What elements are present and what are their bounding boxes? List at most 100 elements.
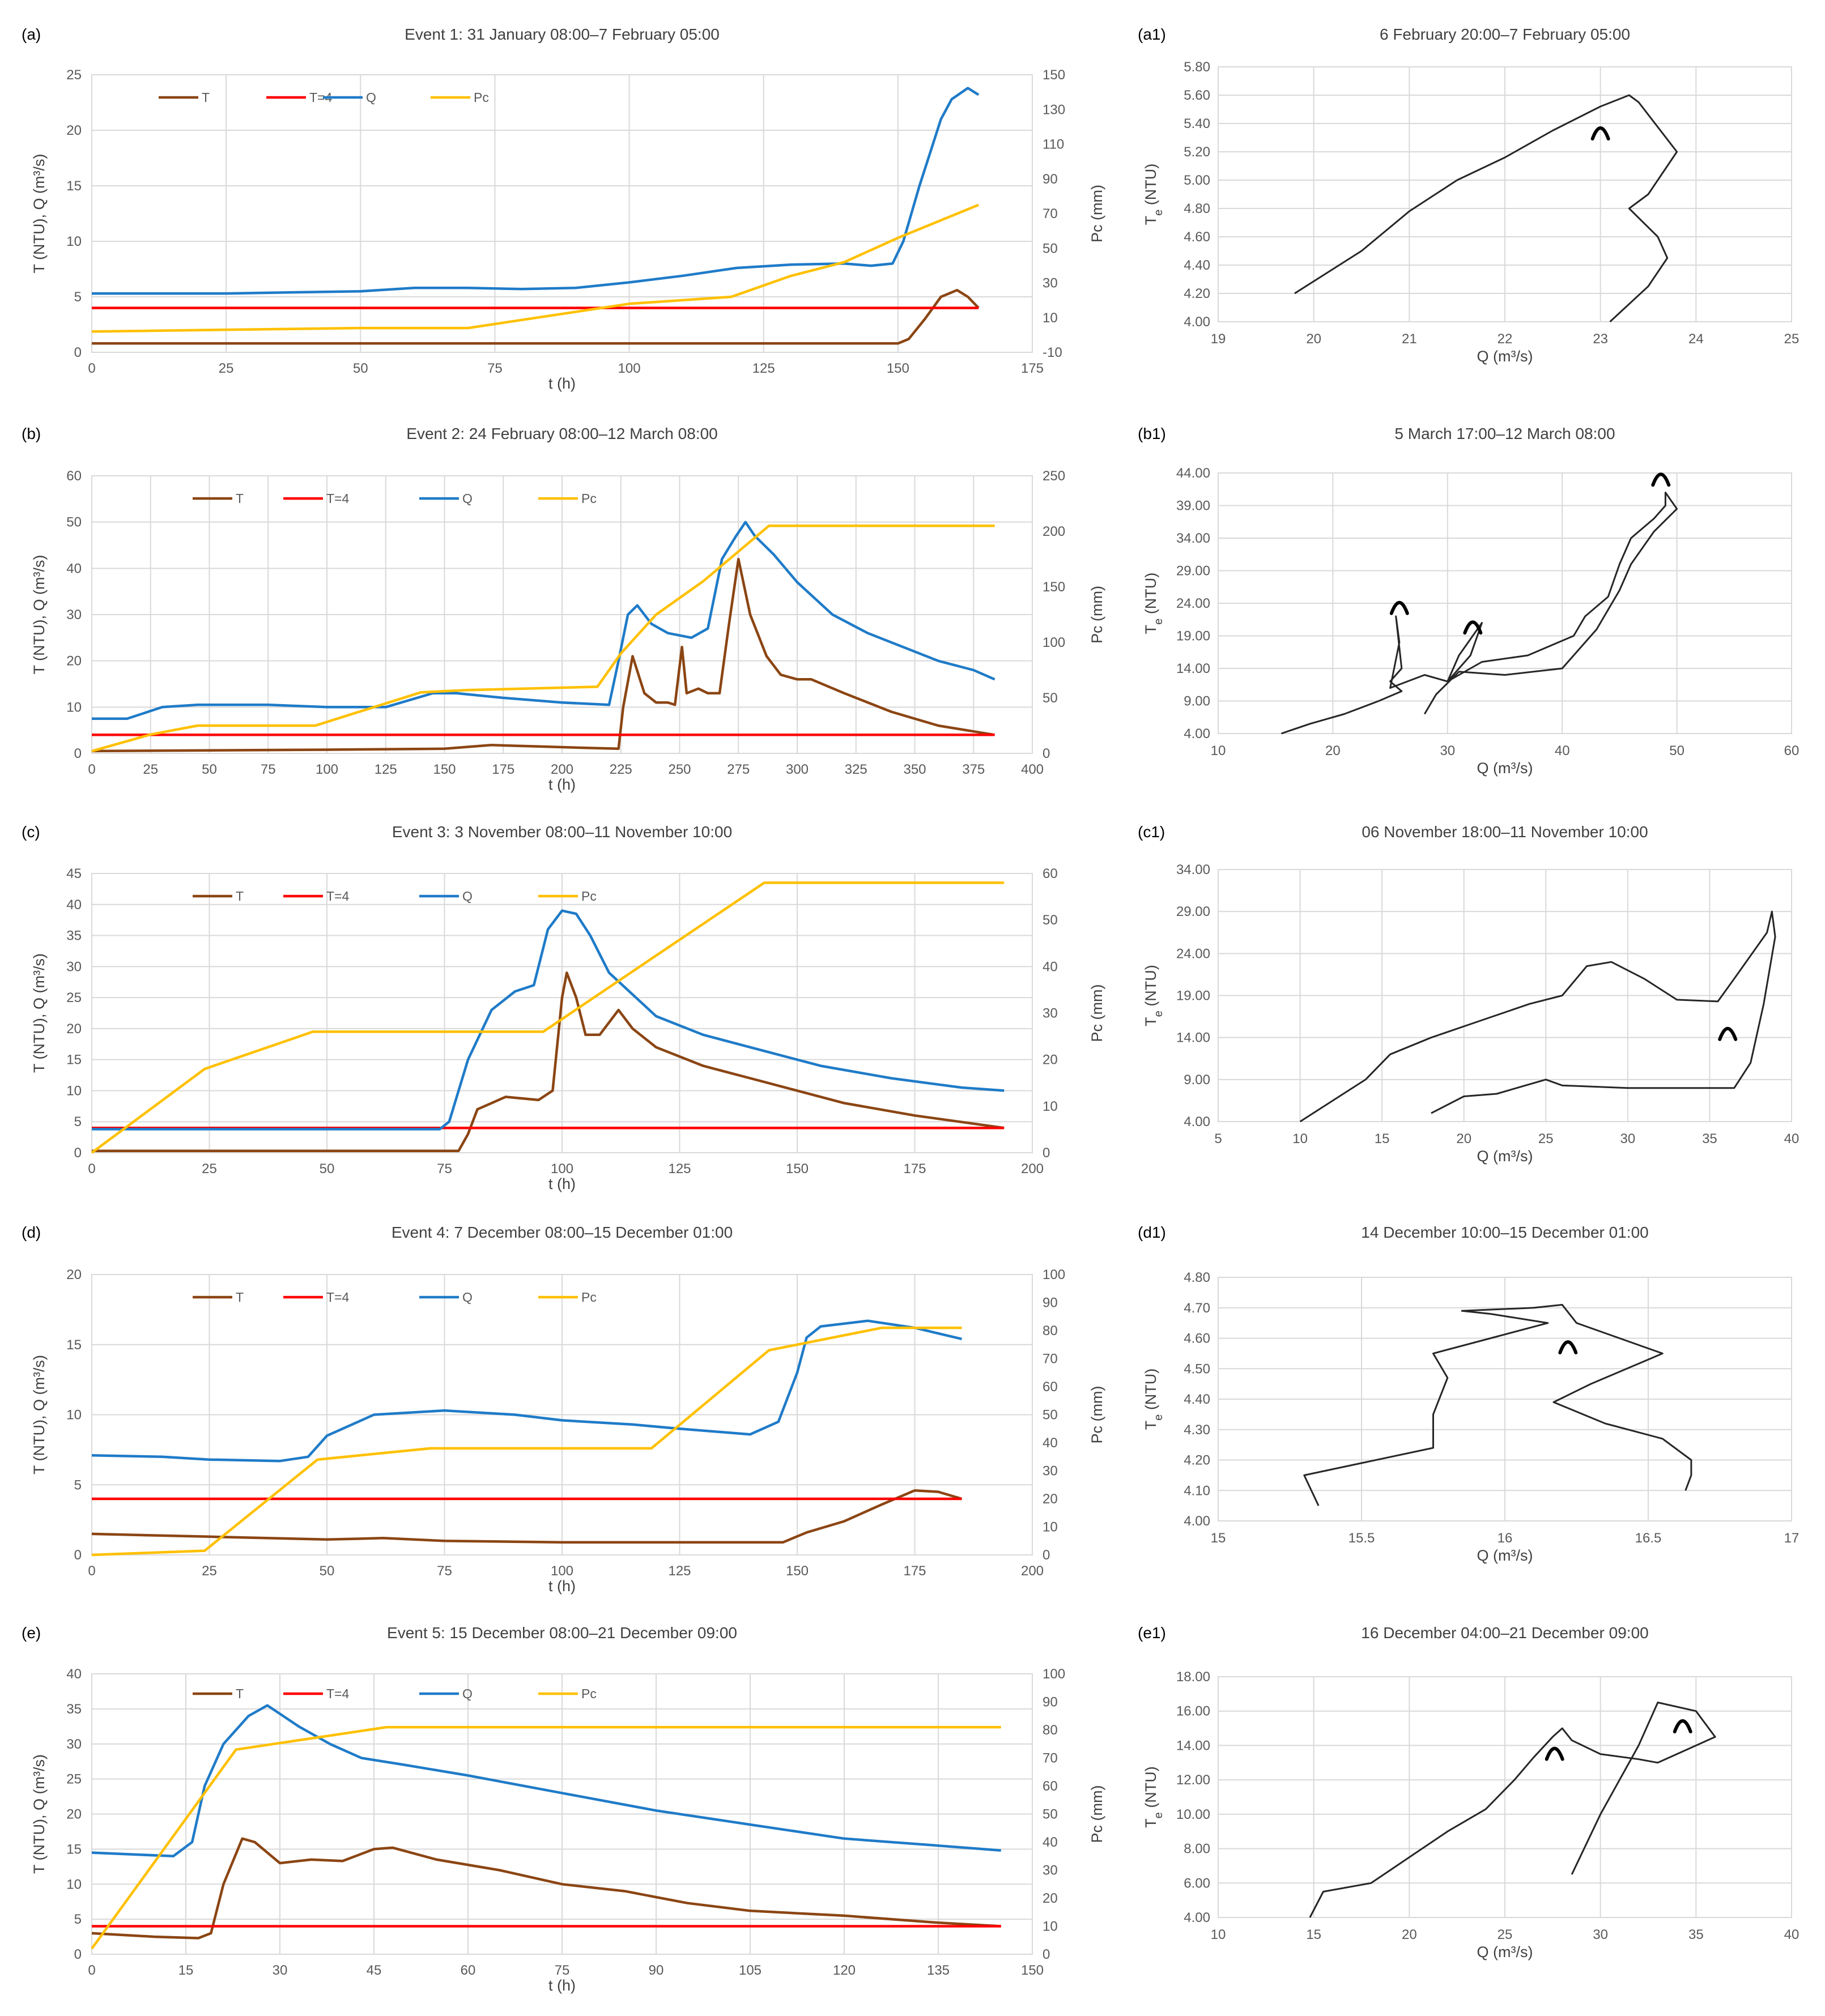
x-tick-label: 40 <box>1784 1927 1800 1942</box>
x-tick-label: 15 <box>1211 1531 1226 1546</box>
hysteresis-loop <box>1294 94 1678 323</box>
x-tick-label: 24 <box>1688 331 1704 347</box>
y-tick-label: 20 <box>66 123 82 138</box>
x-tick-label: 125 <box>668 1563 691 1579</box>
y-tick-label: 20 <box>66 654 82 669</box>
x-axis-label: Q (m³/s) <box>1477 1943 1533 1960</box>
x-tick-label: 15 <box>1375 1131 1390 1146</box>
y-tick-label: 10 <box>66 1408 82 1423</box>
x-tick-label: 0 <box>88 1563 95 1579</box>
y2-tick-label: 60 <box>1043 866 1058 881</box>
legend-label: Q <box>462 491 473 506</box>
x-tick-label: 125 <box>375 762 397 777</box>
y-axis-label: Te (NTU) <box>1142 1766 1165 1828</box>
y2-tick-label: 10 <box>1043 1520 1058 1535</box>
legend-label: T <box>236 1290 244 1305</box>
y-tick-label: 5.20 <box>1184 144 1210 160</box>
panel-label: (d) <box>22 1224 41 1241</box>
x-tick-label: 23 <box>1593 331 1608 347</box>
y2-tick-label: 110 <box>1043 137 1064 152</box>
panel-label: (b) <box>22 425 41 442</box>
series-line-pc <box>91 203 979 333</box>
y-axis-label-main: T <box>1142 216 1159 225</box>
y-axis-label: Te (NTU) <box>1142 573 1165 634</box>
x-tick-label: 75 <box>261 762 276 777</box>
y-tick-label: 30 <box>66 1737 82 1752</box>
y2-tick-label: 80 <box>1043 1323 1058 1339</box>
y-tick-label: 20 <box>66 1021 82 1037</box>
y-tick-label: 4.00 <box>1184 1114 1210 1130</box>
x-tick-label: 40 <box>1555 743 1570 758</box>
y-tick-label: 4.50 <box>1184 1361 1210 1376</box>
chart-d1: (d1) 14 December 10:00–15 December 01:00 1… <box>1138 1224 1799 1564</box>
x-tick-label: 0 <box>88 762 95 777</box>
x-tick-label: 35 <box>1688 1927 1704 1942</box>
x-axis-label: t (h) <box>548 1578 576 1595</box>
x-tick-label: 15 <box>1306 1927 1321 1942</box>
hysteresis-direction-arrow <box>1673 1719 1692 1733</box>
y2-tick-label: 0 <box>1043 1145 1050 1161</box>
chart-title: Event 2: 24 February 08:00–12 March 08:0… <box>406 425 717 442</box>
y-tick-label: 12.00 <box>1176 1772 1210 1788</box>
x-tick-label: 16 <box>1498 1531 1513 1546</box>
y2-tick-label: 30 <box>1043 1464 1058 1479</box>
hysteresis-direction-arrow <box>1463 620 1483 635</box>
y-tick-label: 4.20 <box>1184 286 1210 301</box>
plot-frame <box>1218 66 1792 322</box>
y2-axis-label: Pc (mm) <box>1088 586 1105 643</box>
legend-label: Q <box>462 889 473 903</box>
x-tick-label: 50 <box>1669 743 1684 758</box>
x-tick-label: 150 <box>433 762 456 777</box>
panel-label: (e1) <box>1138 1624 1166 1642</box>
series-line-pc <box>91 1326 962 1557</box>
y-tick-label: 0 <box>74 1145 82 1161</box>
x-tick-label: 100 <box>551 1161 573 1177</box>
legend: T T=4 Q Pc <box>193 1686 597 1701</box>
x-axis-label: Q (m³/s) <box>1477 760 1533 777</box>
y-tick-label: 4.10 <box>1184 1483 1210 1498</box>
plot-frame <box>1218 472 1792 734</box>
hysteresis-loop <box>1281 492 1678 735</box>
x-tick-label: 20 <box>1456 1131 1471 1146</box>
x-tick-label: 90 <box>649 1963 664 1978</box>
x-tick-label: 30 <box>1620 1131 1636 1146</box>
legend-label: T=4 <box>326 889 349 903</box>
y2-tick-label: 70 <box>1043 1751 1058 1766</box>
x-tick-label: 5 <box>1214 1131 1222 1146</box>
y-tick-label: 10 <box>66 1083 82 1098</box>
x-tick-label: 30 <box>1593 1927 1608 1942</box>
y2-tick-label: 30 <box>1043 1006 1058 1021</box>
legend-label: T=4 <box>326 1290 349 1305</box>
y-axis-label-subscript: e <box>1152 1011 1165 1017</box>
y-tick-label: 35 <box>66 1702 82 1717</box>
chart-title: 16 December 04:00–21 December 09:00 <box>1361 1624 1648 1642</box>
legend-label: T <box>236 1686 244 1701</box>
y-tick-label: 4.30 <box>1184 1422 1210 1438</box>
y-tick-label: 5.60 <box>1184 88 1210 103</box>
y-tick-label: 25 <box>66 990 82 1005</box>
y2-tick-label: 30 <box>1043 276 1058 291</box>
series-line-t <box>91 1837 1001 1940</box>
y-tick-label: 20 <box>66 1807 82 1822</box>
chart-title: Event 1: 31 January 08:00–7 February 05:… <box>405 25 720 43</box>
series-line-t <box>92 971 1005 1152</box>
x-tick-label: 60 <box>1784 743 1800 758</box>
y-tick-label: 4.80 <box>1184 1270 1210 1285</box>
hysteresis-direction-arrow <box>1389 600 1409 615</box>
y-tick-label: 5 <box>74 1477 82 1493</box>
chart-b: (b) Event 2: 24 February 08:00–12 March 0… <box>22 425 1105 793</box>
y-axis-label-unit: (NTU) <box>1142 1369 1159 1414</box>
panel-label: (c) <box>22 823 40 841</box>
chart-b1: (b1) 5 March 17:00–12 March 08:00 10 20 30 40… <box>1138 425 1799 777</box>
y-tick-label: 4.00 <box>1184 726 1210 741</box>
chart-title: Event 4: 7 December 08:00–15 December 01… <box>392 1224 733 1241</box>
x-tick-label: 100 <box>551 1563 573 1579</box>
y-axis-label: T (NTU), Q (m³/s) <box>31 555 48 675</box>
chart-title: Event 5: 15 December 08:00–21 December 0… <box>387 1624 737 1642</box>
y-tick-label: 15 <box>66 178 82 194</box>
y2-tick-label: 150 <box>1043 67 1065 83</box>
chart-e1: (e1) 16 December 04:00–21 December 09:00 1… <box>1138 1624 1799 1960</box>
y-tick-label: 25 <box>66 1772 82 1787</box>
x-tick-label: 21 <box>1402 331 1417 347</box>
x-tick-label: 175 <box>903 1161 926 1177</box>
